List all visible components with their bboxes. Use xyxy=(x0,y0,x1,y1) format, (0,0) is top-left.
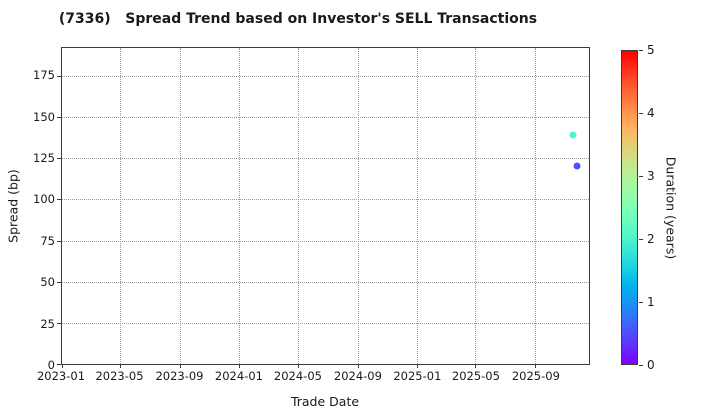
y-gridline xyxy=(62,158,589,160)
x-gridline xyxy=(239,48,241,364)
x-gridline xyxy=(475,48,477,364)
y-tick-label: 175 xyxy=(33,68,55,83)
x-tick-mark xyxy=(475,364,477,368)
x-tick-label: 2025-01 xyxy=(393,369,442,383)
y-tick-mark xyxy=(56,199,61,201)
y-tick-mark xyxy=(56,117,61,119)
y-tick-label: 100 xyxy=(33,192,55,207)
x-tick-mark xyxy=(298,364,300,368)
y-tick-mark xyxy=(56,364,61,365)
colorbar-tick-label: 2 xyxy=(647,232,655,246)
colorbar-tick-label: 0 xyxy=(647,358,655,372)
y-tick-label: 125 xyxy=(33,150,55,165)
x-gridline xyxy=(180,48,182,364)
colorbar-tick-mark xyxy=(639,365,643,366)
y-gridline xyxy=(62,322,589,324)
x-gridline xyxy=(535,48,537,364)
y-tick-label: 50 xyxy=(40,275,55,290)
x-tick-mark xyxy=(120,364,122,368)
x-tick-mark xyxy=(357,364,359,368)
x-gridline xyxy=(417,48,419,364)
x-tick-label: 2025-09 xyxy=(511,369,560,383)
colorbar-tick-label: 5 xyxy=(647,43,655,57)
y-tick-mark xyxy=(56,75,61,77)
y-tick-mark xyxy=(56,322,61,324)
colorbar-tick-mark xyxy=(639,239,643,240)
x-axis-label: Trade Date xyxy=(290,394,360,409)
x-tick-label: 2023-09 xyxy=(155,369,204,383)
colorbar-tick-label: 3 xyxy=(647,169,655,183)
y-tick-mark xyxy=(56,281,61,283)
colorbar-tick-label: 4 xyxy=(647,106,655,120)
x-tick-label: 2024-01 xyxy=(214,369,263,383)
x-gridline xyxy=(357,48,359,364)
colorbar-tick-mark xyxy=(639,113,643,114)
y-tick-label: 0 xyxy=(47,358,55,372)
colorbar-label: Duration (years) xyxy=(663,156,679,260)
x-tick-mark xyxy=(62,364,63,368)
y-gridline xyxy=(62,281,589,283)
x-gridline xyxy=(120,48,122,364)
x-tick-mark xyxy=(239,364,241,368)
x-gridline xyxy=(298,48,300,364)
x-tick-label: 2024-05 xyxy=(273,369,322,383)
x-tick-label: 2024-09 xyxy=(333,369,382,383)
colorbar-tick-label: 1 xyxy=(647,295,655,309)
y-gridline xyxy=(62,117,589,119)
y-tick-label: 150 xyxy=(33,109,55,124)
plot-area xyxy=(56,47,590,368)
y-tick-mark xyxy=(56,158,61,160)
y-gridline xyxy=(62,75,589,77)
x-tick-label: 2023-01 xyxy=(36,369,86,383)
colorbar xyxy=(621,50,638,365)
x-tick-label: 2023-05 xyxy=(95,369,144,383)
scatter-point xyxy=(573,162,581,170)
x-tick-mark xyxy=(535,364,537,368)
scatter-point xyxy=(569,131,577,139)
y-tick-label: 75 xyxy=(40,233,55,248)
y-tick-label: 25 xyxy=(40,316,55,331)
x-tick-mark xyxy=(417,364,419,368)
y-gridline xyxy=(62,240,589,242)
chart-title: (7336) Spread Trend based on Investor's … xyxy=(58,11,538,27)
x-tick-label: 2025-05 xyxy=(451,369,500,383)
colorbar-tick-mark xyxy=(639,176,643,177)
y-tick-mark xyxy=(56,240,61,242)
colorbar-tick-mark xyxy=(639,50,643,51)
colorbar-tick-mark xyxy=(639,302,643,303)
y-gridline xyxy=(62,199,589,201)
x-tick-mark xyxy=(180,364,182,368)
